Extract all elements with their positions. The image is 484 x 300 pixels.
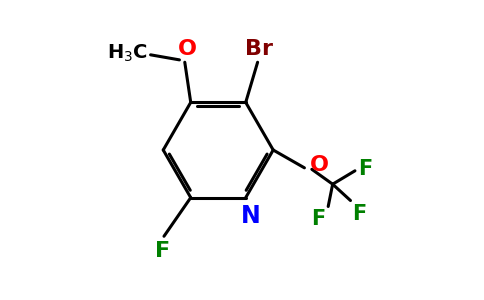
Text: F: F xyxy=(311,209,325,230)
Text: Br: Br xyxy=(245,39,273,59)
Text: F: F xyxy=(358,159,372,179)
Text: O: O xyxy=(178,39,197,59)
Text: F: F xyxy=(352,203,366,224)
Text: O: O xyxy=(310,155,329,176)
Text: F: F xyxy=(155,241,170,261)
Text: H$_3$C: H$_3$C xyxy=(107,43,148,64)
Text: N: N xyxy=(241,204,261,228)
